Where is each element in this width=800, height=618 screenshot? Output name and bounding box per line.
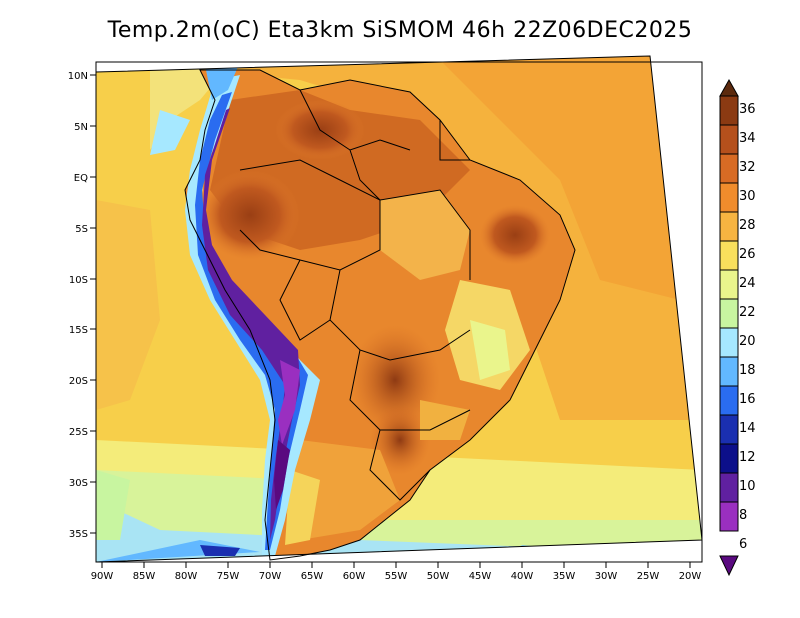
x-tick-label: 50W: [427, 571, 450, 582]
colorbar-label: 20: [739, 334, 756, 349]
x-tick-label: 30W: [595, 571, 618, 582]
colorbar-label: 22: [739, 305, 756, 320]
x-tick-label: 60W: [343, 571, 366, 582]
y-tick-label: 5N: [74, 122, 88, 133]
colorbar-label: 26: [739, 247, 756, 262]
x-tick-label: 90W: [91, 571, 114, 582]
colorbar-swatch: [719, 269, 739, 300]
colorbar-swatch: [719, 443, 739, 474]
y-tick-label: 35S: [69, 529, 88, 540]
x-axis-ticks: [101, 562, 691, 568]
colorbar-label: 32: [739, 160, 756, 175]
colorbar-label: 24: [739, 276, 756, 291]
y-tick-label: 5S: [75, 224, 88, 235]
colorbar-swatch: [719, 501, 739, 532]
colorbar-swatch: [719, 414, 739, 445]
colorbar-label: 16: [739, 392, 756, 407]
x-tick-label: 70W: [259, 571, 282, 582]
colorbar-label: 10: [739, 479, 756, 494]
colorbar-swatch: [719, 356, 739, 387]
colorbar-label: 8: [739, 508, 747, 523]
colorbar-label: 36: [739, 102, 756, 117]
y-tick-label: 25S: [69, 427, 88, 438]
colorbar-swatch: [719, 327, 739, 358]
y-tick-label: 10N: [68, 71, 88, 82]
colorbar-label: 6: [739, 537, 747, 552]
y-axis-labels: 10N 5N EQ 5S 10S 15S 20S 25S 30S 35S: [68, 71, 88, 540]
colorbar-bottom-arrow: [719, 555, 739, 577]
x-axis-labels: 90W 85W 80W 75W 70W 65W 60W 55W 50W 45W …: [91, 571, 702, 582]
colorbar-label: 14: [739, 421, 756, 436]
x-tick-label: 45W: [469, 571, 492, 582]
x-tick-label: 65W: [301, 571, 324, 582]
temperature-field: [96, 56, 702, 562]
colorbar-swatch: [719, 385, 739, 416]
x-tick-label: 85W: [133, 571, 156, 582]
colorbar-labels: 36 34 32 30 28 26 24 22 20 18 16 14 12 1…: [739, 102, 756, 552]
map-title: Temp.2m(oC) Eta3km SiSMOM 46h 22Z06DEC20…: [107, 18, 693, 43]
y-tick-label: 10S: [69, 275, 88, 286]
colorbar-label: 18: [739, 363, 756, 378]
y-tick-label: EQ: [74, 173, 88, 184]
y-tick-label: 30S: [69, 478, 88, 489]
colorbar-swatch: [719, 153, 739, 184]
colorbar-swatch: [719, 124, 739, 155]
colorbar-label: 30: [739, 189, 756, 204]
axes-frame: [95, 61, 703, 563]
colorbar-swatch: [719, 211, 739, 242]
country-borders: [184, 69, 576, 561]
colorbar-swatch: [719, 472, 739, 503]
colorbar-swatch: [719, 182, 739, 213]
colorbar-swatch: [719, 240, 739, 271]
x-tick-label: 25W: [637, 571, 660, 582]
x-tick-label: 35W: [553, 571, 576, 582]
x-tick-label: 55W: [385, 571, 408, 582]
colorbar: 36 34 32 30 28 26 24 22 20 18 16 14 12 1…: [719, 78, 756, 577]
x-tick-label: 80W: [175, 571, 198, 582]
colorbar-swatches: [719, 95, 739, 532]
y-tick-label: 15S: [69, 325, 88, 336]
colorbar-swatch: [719, 95, 739, 126]
x-tick-label: 40W: [511, 571, 534, 582]
colorbar-top-arrow: [719, 78, 739, 97]
x-tick-label: 75W: [217, 571, 240, 582]
colorbar-label: 28: [739, 218, 756, 233]
x-tick-label: 20W: [679, 571, 702, 582]
y-axis-ticks: [90, 74, 96, 534]
y-tick-label: 20S: [69, 376, 88, 387]
colorbar-label: 12: [739, 450, 756, 465]
colorbar-label: 34: [739, 131, 756, 146]
colorbar-swatch: [719, 298, 739, 329]
